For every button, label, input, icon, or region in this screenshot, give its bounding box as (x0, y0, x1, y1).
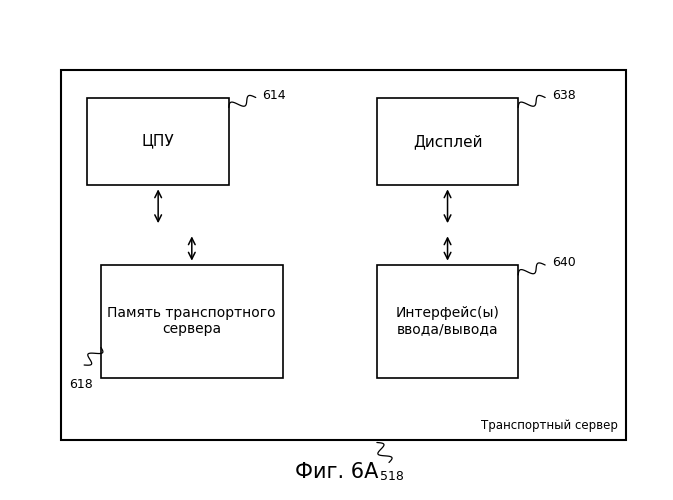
Bar (377, 265, 518, 378)
Bar (61, 70, 626, 440)
Text: Дисплей: Дисплей (413, 134, 483, 149)
Text: 614: 614 (262, 88, 286, 102)
Bar (101, 265, 283, 378)
Text: 618: 618 (69, 378, 93, 390)
Text: Интерфейс(ы)
ввода/вывода: Интерфейс(ы) ввода/вывода (396, 306, 499, 336)
Text: Транспортный сервер: Транспортный сервер (481, 420, 618, 432)
Text: Память транспортного
сервера: Память транспортного сервера (108, 306, 276, 336)
Text: 638: 638 (552, 88, 575, 102)
Bar (377, 98, 518, 185)
Bar (87, 98, 229, 185)
Text: Фиг. 6А: Фиг. 6А (295, 462, 378, 482)
Text: ЦПУ: ЦПУ (142, 134, 174, 149)
Text: 518: 518 (380, 470, 404, 483)
Text: 640: 640 (552, 256, 575, 269)
